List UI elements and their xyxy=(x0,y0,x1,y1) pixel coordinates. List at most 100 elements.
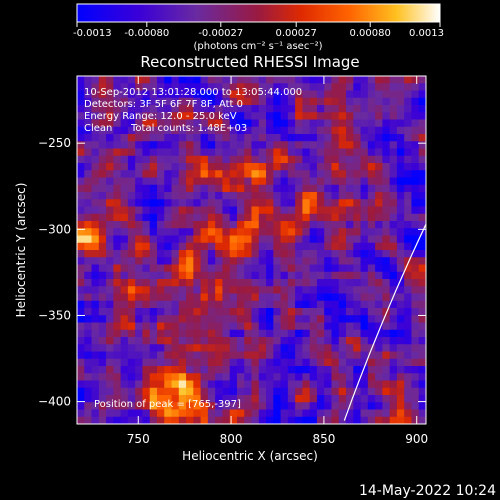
heatmap-cell xyxy=(127,148,136,157)
heatmap-cell xyxy=(149,148,158,157)
heatmap-cell xyxy=(84,90,92,99)
heatmap-cell xyxy=(389,206,398,215)
heatmap-cell xyxy=(309,315,318,323)
heatmap-cell xyxy=(324,177,332,186)
heatmap-cell xyxy=(171,337,180,345)
heatmap-cell xyxy=(346,126,354,135)
heatmap-cell xyxy=(171,329,180,338)
heatmap-cell xyxy=(127,134,136,142)
heatmap-cell xyxy=(316,76,325,84)
heatmap-cell xyxy=(258,242,267,251)
heatmap-cell xyxy=(207,351,216,360)
heatmap-cell xyxy=(178,358,187,367)
heatmap-cell xyxy=(353,402,361,410)
heatmap-cell xyxy=(229,155,238,164)
heatmap-cell xyxy=(149,293,158,302)
heatmap-cell xyxy=(309,192,318,200)
heatmap-cell xyxy=(91,119,100,128)
heatmap-cell xyxy=(411,416,420,424)
heatmap-cell xyxy=(149,155,158,164)
heatmap-cell xyxy=(229,395,238,403)
heatmap-cell xyxy=(331,105,340,113)
heatmap-cell xyxy=(156,105,165,113)
heatmap-cell xyxy=(316,170,325,178)
heatmap-cell xyxy=(411,329,420,338)
heatmap-cell xyxy=(404,337,412,345)
heatmap-cell xyxy=(120,206,129,215)
heatmap-cell xyxy=(113,293,122,302)
heatmap-cell xyxy=(273,358,281,367)
heatmap-cell xyxy=(404,308,412,316)
heatmap-cell xyxy=(382,271,391,280)
heatmap-cell xyxy=(120,366,129,374)
heatmap-cell xyxy=(411,119,420,128)
heatmap-cell xyxy=(316,141,325,149)
heatmap-cell xyxy=(324,134,332,142)
heatmap-cell xyxy=(142,279,151,287)
heatmap-cell xyxy=(84,155,92,164)
heatmap-cell xyxy=(258,351,267,360)
heatmap-cell xyxy=(251,97,260,106)
heatmap-cell xyxy=(324,213,332,222)
heatmap-cell xyxy=(178,90,187,99)
heatmap-cell xyxy=(382,373,391,381)
heatmap-cell xyxy=(222,279,231,287)
heatmap-cell xyxy=(77,329,85,338)
heatmap-cell xyxy=(382,344,391,352)
heatmap-cell xyxy=(215,416,223,424)
heatmap-cell xyxy=(164,155,172,164)
heatmap-cell xyxy=(178,293,187,302)
heatmap-cell xyxy=(251,344,260,352)
heatmap-cell xyxy=(236,416,245,424)
heatmap-cell xyxy=(135,293,143,302)
heatmap-cell xyxy=(331,199,340,207)
heatmap-cell xyxy=(331,170,340,178)
heatmap-cell xyxy=(113,242,122,251)
heatmap-cell xyxy=(215,148,223,157)
heatmap-cell xyxy=(207,184,216,193)
heatmap-cell xyxy=(338,134,347,142)
heatmap-cell xyxy=(156,322,165,331)
heatmap-cell xyxy=(149,221,158,229)
heatmap-cell xyxy=(411,279,420,287)
heatmap-cell xyxy=(251,387,260,396)
heatmap-cell xyxy=(186,119,194,128)
heatmap-cell xyxy=(331,351,340,360)
heatmap-cell xyxy=(287,250,296,258)
heatmap-cell xyxy=(207,242,216,251)
heatmap-cell xyxy=(200,271,209,280)
heatmap-cell xyxy=(411,112,420,120)
heatmap-cell xyxy=(186,155,194,164)
heatmap-cell xyxy=(396,155,405,164)
heatmap-cell xyxy=(186,380,194,389)
heatmap-cell xyxy=(418,264,426,273)
heatmap-cell xyxy=(113,134,122,142)
heatmap-cell xyxy=(367,250,376,258)
heatmap-cell xyxy=(331,90,340,99)
heatmap-cell xyxy=(316,409,325,418)
heatmap-cell xyxy=(353,358,361,367)
heatmap-cell xyxy=(164,315,172,323)
heatmap-cell xyxy=(207,380,216,389)
heatmap-cell xyxy=(418,416,426,424)
heatmap-cell xyxy=(353,286,361,294)
heatmap-cell xyxy=(353,119,361,128)
heatmap-cell xyxy=(186,141,194,149)
heatmap-cell xyxy=(84,264,92,273)
heatmap-cell xyxy=(273,366,281,374)
heatmap-cell xyxy=(360,170,369,178)
heatmap-cell xyxy=(127,300,136,309)
heatmap-cell xyxy=(389,192,398,200)
heatmap-cell xyxy=(91,402,100,410)
heatmap-cell xyxy=(171,163,180,171)
heatmap-cell xyxy=(367,409,376,418)
heatmap-cell xyxy=(106,148,114,157)
heatmap-cell xyxy=(98,112,107,120)
heatmap-cell xyxy=(411,83,420,91)
heatmap-cell xyxy=(411,380,420,389)
heatmap-cell xyxy=(295,199,303,207)
heatmap-cell xyxy=(404,177,412,186)
heatmap-cell xyxy=(200,387,209,396)
heatmap-cell xyxy=(186,76,194,84)
heatmap-cell xyxy=(360,228,369,236)
